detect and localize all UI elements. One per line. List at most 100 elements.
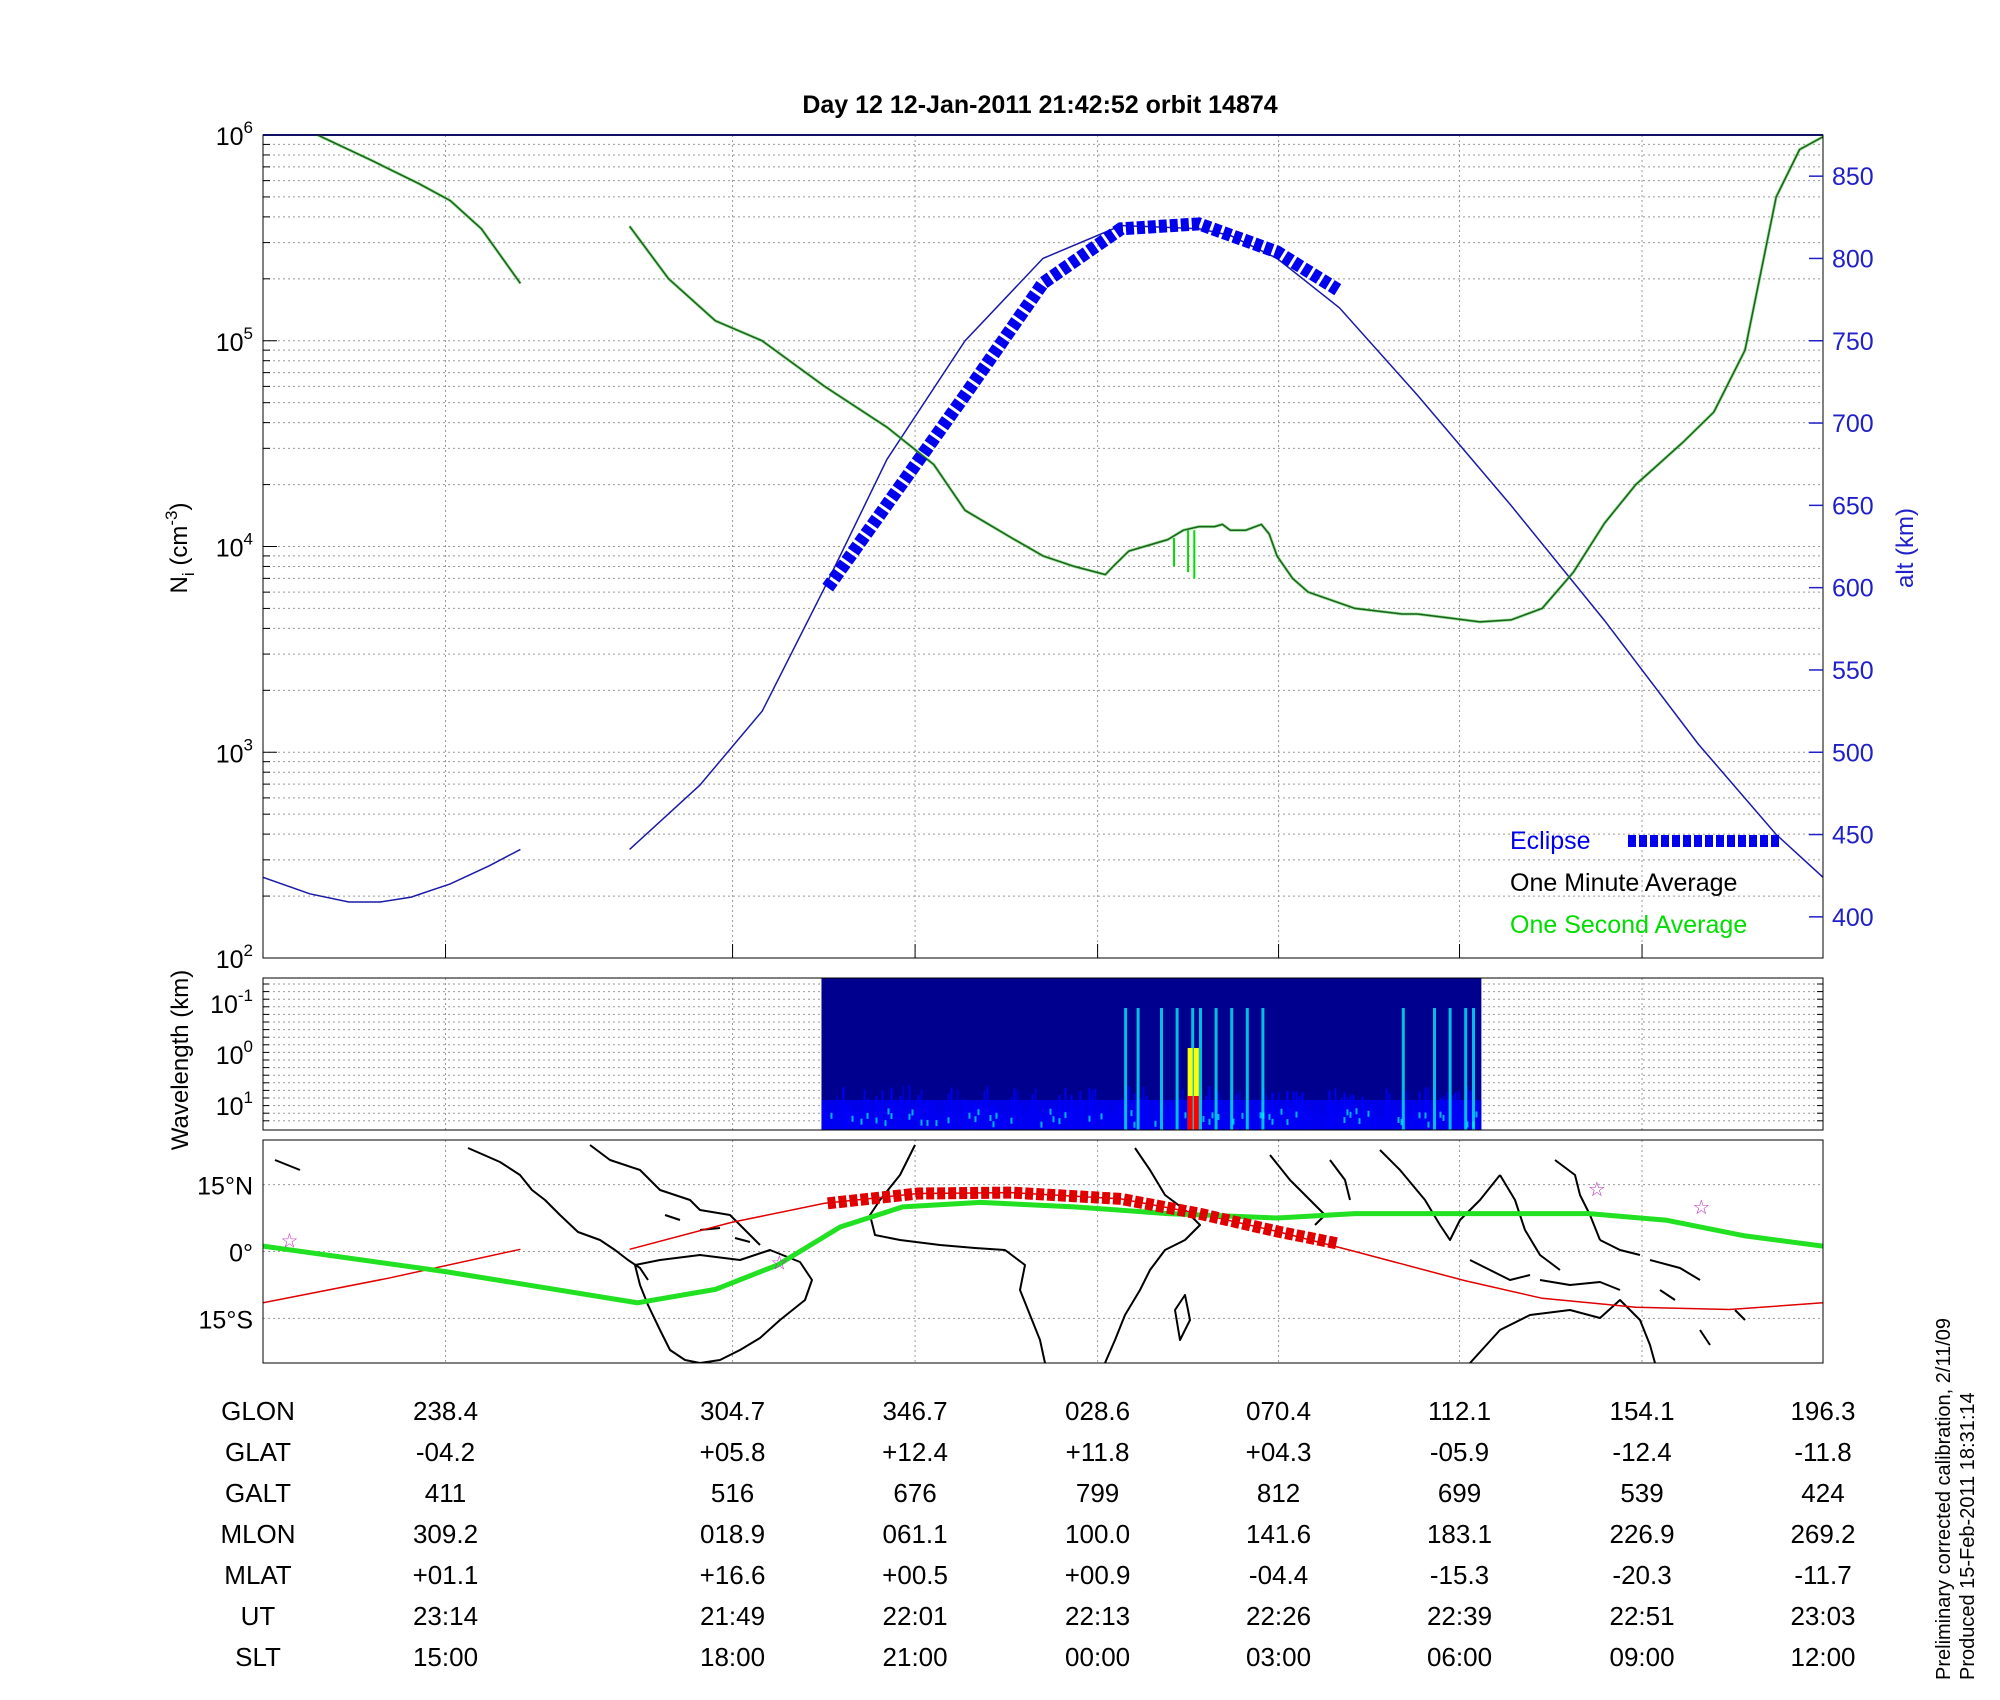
table-cell: 23:14 [413,1601,478,1631]
spectrogram-speckle [1049,1108,1052,1115]
spectrogram-speckle [1211,1112,1214,1119]
spectrogram-speckle [989,1114,992,1121]
spectrogram-column [941,1116,944,1130]
table-cell: 112.1 [1428,1396,1491,1426]
tick-base: 10 [216,1093,244,1121]
table-cell: -04.2 [416,1437,475,1467]
spectrogram-speckle [1427,1121,1430,1128]
spectrogram-column [1013,1088,1016,1130]
spectrogram-column [1049,1111,1052,1130]
spectrogram-speckle [1064,1112,1067,1119]
table-cell: 699 [1438,1478,1481,1508]
spectrogram-column [1406,1091,1409,1130]
spectrogram-hot-core [1193,1096,1199,1130]
right-y-tick-label: 800 [1832,245,1874,273]
spectrogram-column [1226,1116,1229,1130]
tick-base: 10 [216,946,244,974]
spectrogram-column [926,1101,929,1130]
map-frame [262,1139,1824,1364]
table-cell: 070.4 [1246,1396,1311,1426]
tick-exp: 1 [244,1088,253,1107]
legend-eclipse-label: Eclipse [1510,827,1591,855]
spectrogram-column [878,1104,881,1130]
table-cell: 304.7 [700,1396,765,1426]
spectrogram-speckle [1349,1111,1352,1118]
spectrogram-bright-column [1136,1008,1140,1130]
coastline-southeast-asia [1499,1159,1601,1271]
spectrogram-column [1001,1112,1004,1130]
spectrogram-column [875,1096,878,1130]
spectrogram-bright-column [1175,1008,1179,1130]
spectrogram-column [1031,1094,1034,1130]
spectrogram-column [1280,1111,1283,1130]
spectrogram-speckle [908,1113,911,1120]
right-y-tick-label: 750 [1832,328,1874,356]
spectrogram-speckle [1355,1108,1358,1115]
spectrogram-speckle [947,1117,950,1124]
spectrogram-column [1163,1108,1166,1130]
spectrogram-column [821,1102,824,1130]
spectrogram-column [1331,1102,1334,1130]
spectrogram-column [1055,1116,1058,1130]
spectrogram-speckle [1268,1113,1271,1120]
spectrogram-column [1019,1105,1022,1130]
spectrogram-column [1436,1114,1439,1130]
spectrogram-column [1202,1100,1205,1130]
geographic-track-line-1 [263,1248,521,1304]
spectrogram-column [1220,1099,1223,1130]
table-cell: 21:00 [883,1642,948,1672]
table-cell: 22:51 [1610,1601,1675,1631]
table-cell: 676 [893,1478,936,1508]
map-y-tick-label: 0° [229,1240,253,1268]
map-y-tick-label: 15°S [199,1306,253,1334]
coastline-indonesia [1469,1239,1701,1291]
table-cell: 18:00 [700,1642,765,1672]
spectrogram-column [1328,1090,1331,1130]
spectrogram-column [1460,1111,1463,1130]
spectrogram-column [1289,1107,1292,1130]
spectrogram-column [998,1114,1001,1130]
spectrogram-column [1142,1086,1145,1130]
spectrogram-column [1283,1119,1286,1130]
spectrogram-column [914,1110,917,1130]
spectrogram-speckle [1346,1109,1349,1116]
spectrogram-column [1385,1088,1388,1130]
table-cell: -20.3 [1612,1560,1671,1590]
spectrogram-bright-column [1261,1008,1265,1130]
table-cell: +05.8 [700,1437,766,1467]
spectrogram-column [1085,1116,1088,1130]
spectrogram-column [977,1102,980,1130]
table-cell: 799 [1076,1478,1119,1508]
spectrogram-column [1010,1096,1013,1130]
spectrogram-column [1127,1086,1130,1130]
table-cell: -11.8 [1794,1437,1851,1467]
spectrogram-column [1352,1095,1355,1130]
tick-base: 10 [216,1042,244,1070]
right-y-tick-label: 700 [1832,410,1874,438]
one-second-average-line-1 [316,135,522,285]
table-cell: +00.5 [882,1560,948,1590]
spectrogram-column [1271,1093,1274,1130]
coastline-madagascar [1174,1294,1191,1341]
spectrogram-column [992,1104,995,1130]
spectrogram-column [1274,1113,1277,1130]
spectrogram-column [1337,1103,1340,1130]
spectrogram-column [1088,1087,1091,1130]
spectrogram-column [1103,1101,1106,1130]
spectrogram-speckle [1241,1112,1244,1119]
spectrogram-column [1121,1098,1124,1130]
spectrogram-column [1238,1090,1241,1130]
eclipse-track-line [827,1186,1339,1250]
map-tracks: ☆ ☆ ☆ ☆ [263,1179,1823,1311]
table-cell: 269.2 [1790,1519,1855,1549]
one-minute-average-line-1 [317,135,522,284]
spectrogram-column [1412,1104,1415,1130]
spectrogram-hot-column [1193,1048,1199,1130]
spectrogram-column [1400,1105,1403,1130]
spectrogram-column [956,1089,959,1130]
spectrogram-column [1037,1112,1040,1130]
spectrogram-column [1316,1108,1319,1130]
spectrogram-column [986,1085,989,1130]
spectrogram-column [959,1113,962,1130]
table-cell: 22:13 [1065,1601,1130,1631]
